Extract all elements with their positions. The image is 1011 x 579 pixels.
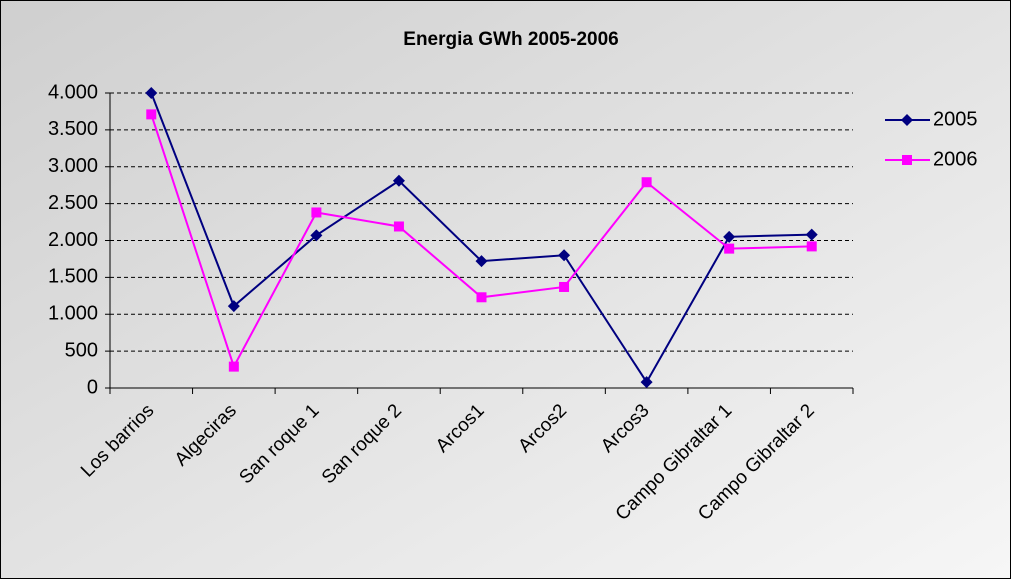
y-tick-label: 2.000 (48, 229, 98, 251)
marker (558, 249, 571, 262)
marker (475, 255, 488, 268)
marker (476, 292, 487, 303)
y-tick-label: 500 (65, 339, 98, 361)
marker (393, 221, 404, 232)
marker (145, 87, 158, 99)
y-tick-label: 2.500 (48, 192, 98, 214)
marker (723, 230, 736, 243)
marker (228, 361, 239, 372)
marker (392, 174, 405, 187)
legend-label: 2006 (933, 148, 978, 170)
marker (310, 229, 323, 242)
marker (227, 300, 240, 313)
y-tick-label: 3.500 (48, 118, 98, 140)
legend-label: 2005 (933, 108, 978, 130)
marker (641, 177, 652, 188)
y-tick-label: 4.000 (48, 81, 98, 103)
marker (805, 228, 818, 241)
y-tick-label: 1.000 (48, 303, 98, 325)
chart-title: Energia GWh 2005-2006 (403, 29, 618, 50)
marker (146, 109, 157, 120)
marker (311, 207, 322, 218)
marker (806, 241, 817, 252)
marker (559, 281, 570, 292)
marker (902, 155, 912, 165)
marker (640, 376, 653, 389)
marker (901, 114, 913, 126)
marker (724, 243, 735, 254)
y-tick-label: 3.000 (48, 155, 98, 177)
y-tick-label: 1.500 (48, 266, 98, 288)
y-tick-label: 0 (87, 376, 98, 398)
